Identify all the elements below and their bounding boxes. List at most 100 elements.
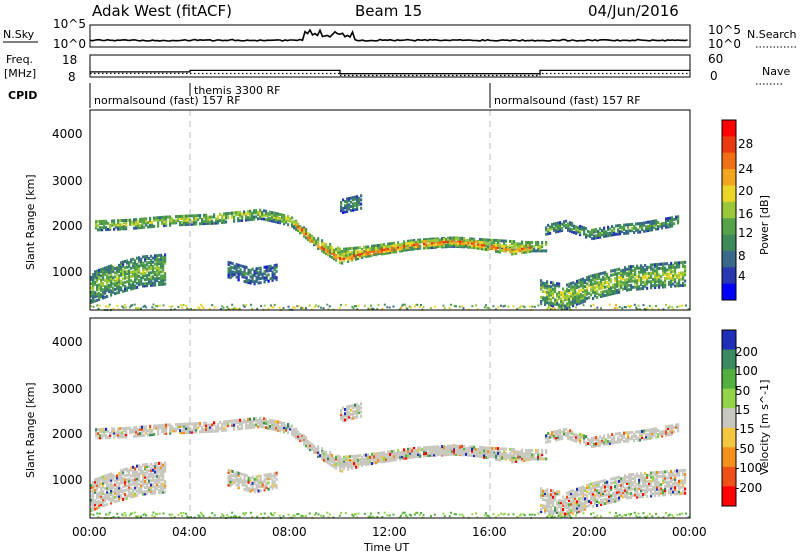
power-cell bbox=[579, 229, 582, 233]
velocity-cell bbox=[235, 419, 238, 423]
power-cell bbox=[575, 225, 578, 229]
power-cell bbox=[135, 226, 138, 230]
power-cell bbox=[113, 223, 116, 227]
velocity-cell bbox=[531, 453, 534, 457]
power-cell bbox=[161, 215, 164, 219]
velocity-cell bbox=[329, 456, 332, 460]
velocity-cell bbox=[576, 489, 579, 493]
velocity-cell bbox=[427, 451, 430, 455]
velocity-cell bbox=[119, 431, 122, 435]
power-cell bbox=[175, 219, 178, 223]
power-cell bbox=[429, 237, 432, 241]
power-cell bbox=[241, 212, 244, 216]
velocity-cell bbox=[96, 496, 99, 500]
velocity-cell bbox=[544, 490, 547, 493]
velocity-cell bbox=[142, 471, 145, 475]
power-cell bbox=[133, 226, 136, 230]
power-cell bbox=[591, 237, 594, 241]
velocity-cell bbox=[169, 427, 172, 431]
velocity-cell bbox=[671, 428, 674, 432]
power-cell bbox=[578, 281, 581, 285]
velocity-cell bbox=[245, 422, 248, 426]
velocity-cell bbox=[565, 431, 568, 435]
velocity-cell bbox=[601, 441, 604, 445]
power-cell bbox=[606, 276, 609, 280]
power-cell bbox=[667, 225, 670, 229]
velocity-cell bbox=[112, 484, 115, 488]
power-cell bbox=[307, 236, 310, 240]
power-cell bbox=[604, 271, 607, 275]
power-cell bbox=[668, 274, 671, 278]
power-cell bbox=[187, 218, 190, 222]
power-cell bbox=[261, 274, 264, 278]
velocity-cell bbox=[369, 460, 372, 464]
power-cell bbox=[660, 275, 663, 279]
velocity-cell bbox=[451, 444, 454, 448]
velocity-cell bbox=[443, 450, 446, 454]
velocity-cell bbox=[142, 475, 145, 479]
power-cell bbox=[251, 217, 254, 221]
power-cell bbox=[90, 301, 93, 304]
power-cell bbox=[101, 222, 104, 225]
power-cell bbox=[367, 245, 370, 249]
velocity-cell bbox=[271, 419, 274, 423]
velocity-cell bbox=[142, 469, 145, 473]
power-cell bbox=[311, 239, 314, 243]
power-cell bbox=[580, 297, 583, 300]
velocity-cell bbox=[158, 461, 161, 465]
power-cell bbox=[265, 218, 268, 222]
velocity-cell bbox=[134, 488, 137, 492]
velocity-cell bbox=[401, 451, 404, 454]
power-cell bbox=[152, 269, 155, 273]
velocity-cell bbox=[371, 457, 374, 461]
velocity-cell bbox=[521, 459, 524, 463]
velocity-cell bbox=[150, 483, 153, 487]
power-cell bbox=[95, 220, 98, 224]
power-cell bbox=[443, 238, 446, 242]
velocity-cell bbox=[580, 492, 583, 496]
power-cell bbox=[633, 224, 636, 228]
velocity-cell bbox=[540, 495, 543, 499]
power-cell bbox=[112, 265, 115, 269]
velocity-cell bbox=[531, 457, 534, 461]
power-cell bbox=[644, 268, 647, 272]
power-cell bbox=[116, 276, 119, 280]
velocity-cell bbox=[150, 473, 153, 477]
power-cell bbox=[237, 265, 240, 269]
power-cbar-tick-28: 28 bbox=[738, 137, 753, 151]
velocity-cell bbox=[237, 427, 240, 431]
velocity-cell bbox=[667, 433, 670, 437]
power-cell bbox=[505, 245, 508, 249]
power-cell bbox=[592, 288, 595, 292]
power-cell bbox=[371, 249, 374, 253]
power-cell bbox=[345, 254, 348, 258]
power-cell bbox=[145, 221, 148, 225]
power-cell bbox=[357, 255, 360, 258]
power-cell bbox=[347, 255, 350, 259]
power-cell bbox=[638, 270, 641, 274]
nave-series-line bbox=[90, 72, 690, 77]
velocity-cell bbox=[411, 451, 414, 455]
power-cell bbox=[153, 224, 156, 228]
power-cell bbox=[633, 226, 636, 230]
power-cell bbox=[100, 274, 103, 278]
power-cell bbox=[124, 272, 127, 276]
power-cell bbox=[98, 295, 101, 299]
velocity-cell bbox=[337, 454, 340, 458]
power-cell bbox=[291, 216, 294, 220]
velocity-cell bbox=[177, 425, 180, 429]
power-cell bbox=[552, 302, 555, 306]
power-cell bbox=[577, 228, 580, 232]
velocity-cell bbox=[558, 501, 561, 504]
power-cell bbox=[142, 261, 145, 265]
velocity-cell bbox=[541, 449, 544, 452]
power-cell bbox=[642, 270, 645, 274]
power-cell bbox=[638, 277, 641, 280]
velocity-cell bbox=[148, 481, 151, 485]
power-cell bbox=[215, 219, 218, 223]
power-cell bbox=[660, 262, 663, 266]
power-cell bbox=[547, 223, 550, 227]
power-cell bbox=[144, 257, 147, 261]
power-cell bbox=[630, 277, 633, 281]
power-cell bbox=[623, 223, 626, 227]
